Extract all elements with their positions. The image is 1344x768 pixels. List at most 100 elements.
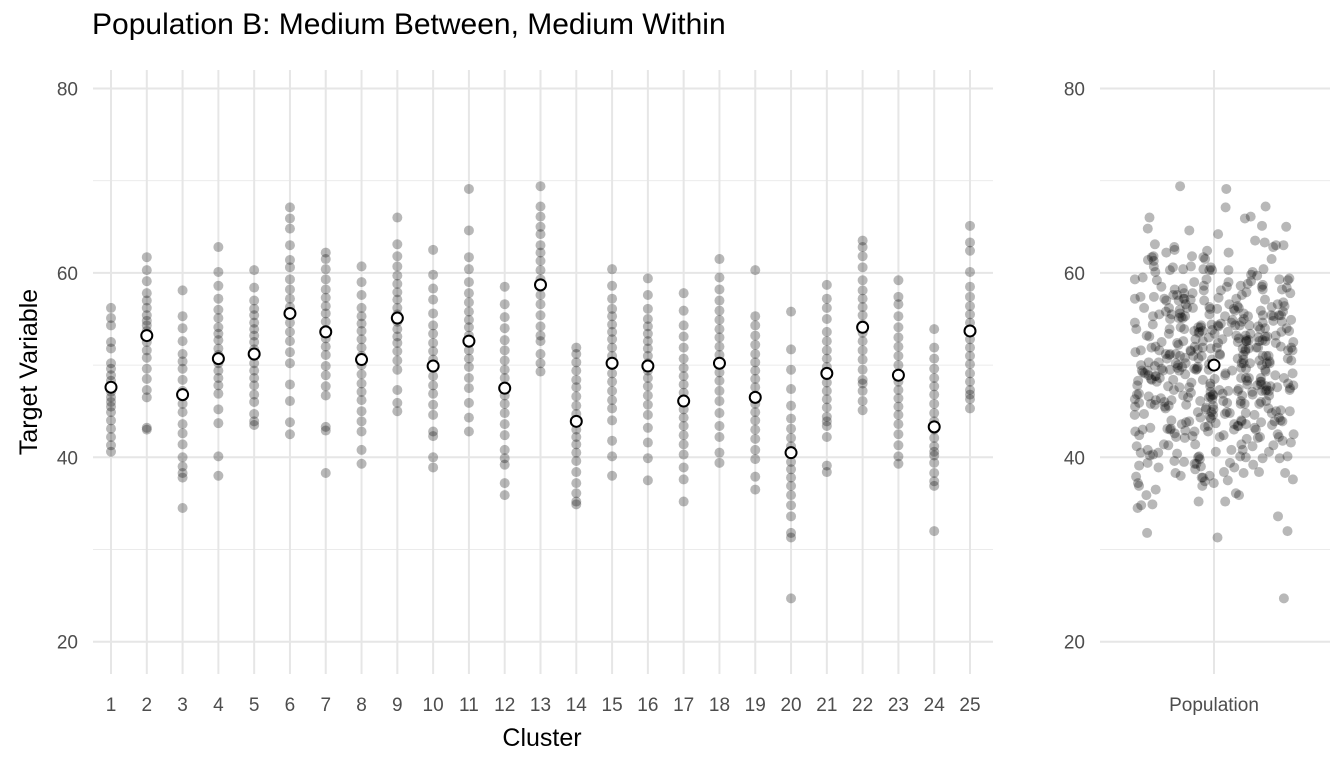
x-tick-label: 2	[142, 695, 153, 716]
data-point	[1174, 304, 1185, 315]
data-point	[1233, 384, 1244, 395]
data-point	[714, 457, 725, 468]
data-point	[571, 342, 582, 353]
data-point	[1236, 358, 1247, 369]
data-point	[821, 394, 832, 405]
data-point	[463, 361, 474, 372]
cluster-mean-marker	[963, 324, 977, 338]
data-point	[1186, 377, 1197, 388]
data-point	[1205, 378, 1216, 389]
data-point	[1264, 358, 1275, 369]
data-point	[893, 291, 904, 302]
data-point	[356, 378, 367, 389]
data-point	[1203, 332, 1214, 343]
data-point	[642, 343, 653, 354]
data-point	[857, 251, 868, 262]
data-point	[1170, 467, 1181, 478]
data-point	[678, 353, 689, 364]
data-point	[1148, 291, 1159, 302]
data-point	[535, 181, 546, 192]
data-point	[1241, 336, 1252, 347]
data-point	[356, 416, 367, 427]
data-point	[1135, 345, 1146, 356]
data-point	[249, 408, 260, 419]
data-point	[1173, 360, 1183, 371]
y-tick-label: 80	[1064, 79, 1085, 100]
data-point	[141, 424, 152, 435]
data-point	[1215, 349, 1226, 360]
population-mean-marker	[1207, 358, 1221, 372]
data-point	[1286, 314, 1297, 325]
data-point	[929, 389, 940, 400]
data-point	[1132, 380, 1143, 391]
data-point	[499, 453, 510, 464]
data-point	[1189, 458, 1200, 469]
data-point	[965, 384, 975, 395]
data-point	[750, 349, 761, 360]
data-point	[463, 353, 474, 364]
data-point	[821, 460, 832, 471]
x-tick-label: 18	[709, 695, 730, 716]
data-point	[1237, 390, 1248, 401]
data-point	[1243, 343, 1254, 354]
data-point	[356, 334, 367, 345]
data-point	[249, 420, 260, 431]
data-point	[857, 293, 868, 304]
data-point	[1256, 376, 1267, 387]
data-point	[1169, 455, 1180, 466]
data-point	[392, 397, 403, 408]
data-point	[714, 324, 725, 335]
cluster-mean-marker	[534, 278, 547, 292]
data-point	[857, 310, 868, 321]
data-point	[1163, 381, 1174, 392]
data-point	[1164, 265, 1175, 276]
data-point	[320, 301, 331, 312]
data-point	[213, 388, 224, 399]
data-point	[1189, 426, 1200, 437]
data-point	[642, 290, 653, 301]
data-point	[1246, 269, 1257, 280]
data-point	[750, 311, 761, 322]
data-point	[1263, 403, 1274, 414]
data-point	[1278, 306, 1288, 317]
data-point	[1273, 511, 1283, 522]
data-point	[750, 407, 761, 418]
data-point	[1261, 358, 1272, 369]
data-point	[1223, 265, 1234, 276]
data-point	[1135, 447, 1146, 458]
data-point	[1267, 420, 1277, 431]
data-point	[1252, 432, 1263, 443]
data-point	[392, 324, 403, 335]
data-point	[1135, 291, 1146, 302]
data-point	[1209, 373, 1220, 384]
data-point	[1141, 490, 1152, 501]
data-point	[1197, 325, 1208, 336]
data-point	[320, 247, 331, 258]
data-point	[428, 337, 439, 348]
data-point	[1261, 396, 1272, 407]
data-point	[1256, 396, 1266, 407]
data-point	[1197, 336, 1208, 347]
data-point	[428, 452, 439, 463]
data-point	[320, 361, 331, 372]
cluster-mean-marker	[569, 414, 583, 428]
data-point	[786, 400, 797, 411]
data-point	[965, 245, 975, 256]
data-point	[1164, 324, 1175, 335]
data-point	[1197, 374, 1208, 385]
data-point	[1145, 398, 1156, 409]
data-point	[786, 593, 797, 604]
data-point	[1223, 277, 1234, 288]
data-point	[535, 247, 546, 258]
data-point	[1221, 183, 1232, 194]
data-point	[929, 476, 940, 487]
data-point	[965, 266, 975, 277]
data-point	[1163, 440, 1174, 451]
data-point	[714, 447, 725, 458]
data-point	[1241, 336, 1252, 347]
data-point	[1261, 350, 1272, 361]
x-tick-label: 15	[602, 695, 623, 716]
data-point	[1169, 244, 1180, 255]
data-point	[1161, 247, 1172, 258]
cluster-mean-marker	[247, 347, 261, 361]
